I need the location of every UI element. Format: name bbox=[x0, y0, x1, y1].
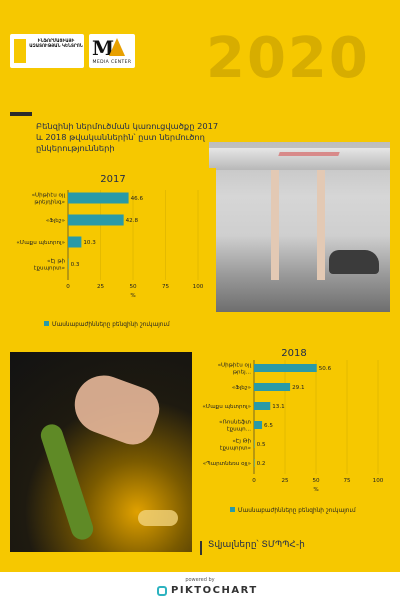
x-tick-label: 75 bbox=[162, 284, 170, 290]
piktochart-brand[interactable]: PIKTOCHART bbox=[171, 585, 258, 596]
x-tick-label: 25 bbox=[97, 284, 105, 290]
bar bbox=[254, 459, 255, 467]
category-label: «Սիթիէս օյլ թրեյ... bbox=[218, 363, 252, 376]
category-label: «Սիթիէս օյլ թրեյդինգ» bbox=[32, 193, 66, 206]
x-tick-label: 25 bbox=[281, 478, 289, 484]
piktochart-icon bbox=[157, 586, 167, 596]
bar bbox=[254, 421, 263, 429]
bar bbox=[68, 192, 129, 204]
chart-2018-panel: 2018 0 25 50 75 100% «Սիթիէս օյլ թրեյ... 50.6 «Ֆլ… bbox=[192, 340, 390, 520]
media-center-label: MEDIA CENTER bbox=[92, 60, 132, 65]
page-title: Բենզինի ներմուծման կառուցվածքը 2017 և 20… bbox=[36, 121, 219, 153]
canopy-pillar bbox=[317, 170, 325, 280]
source-note: Տվյալները՝ ՏՄՊՊՀ-ի bbox=[208, 540, 305, 550]
bar bbox=[254, 440, 255, 448]
chart-title: 2017 bbox=[100, 174, 125, 185]
bar bbox=[254, 402, 271, 410]
media-center-logo: M MEDIA CENTER bbox=[89, 34, 135, 68]
x-tick-label: 100 bbox=[193, 284, 204, 290]
chart-2017: 2017 0 25 50 75 100% «Սիթիէս օյլ թրեյդինգ» 46.6 «… bbox=[16, 174, 204, 328]
category-label: «Ռոսնեֆտ էքսպո... bbox=[219, 420, 251, 433]
bar-value-label: 0.3 bbox=[71, 262, 80, 268]
x-tick-label: 50 bbox=[312, 478, 320, 484]
x-axis-label: % bbox=[130, 293, 135, 299]
infographic: ԻՆՖՈՐՄԱՑԻԱՅԻ ԱԶԱՏՈՒԹՅԱՆ ԿԵՆՏՐՈՆ M MEDIA … bbox=[0, 0, 400, 572]
category-label: «Ֆլեշ» bbox=[46, 218, 65, 224]
legend-swatch bbox=[44, 321, 49, 326]
category-label: «Պարտնեռս օյլ» bbox=[203, 461, 251, 467]
x-tick-label: 0 bbox=[252, 478, 256, 484]
category-label: «Էյ թի էքսպորտ» bbox=[34, 259, 66, 272]
bar bbox=[68, 258, 69, 270]
x-axis-label: % bbox=[313, 487, 318, 493]
canopy-pillar bbox=[271, 170, 279, 280]
bar-value-label: 6.5 bbox=[264, 423, 273, 429]
year-heading: 2020 bbox=[206, 26, 370, 91]
fuel-nozzle-photo bbox=[10, 352, 192, 552]
station-canopy bbox=[209, 148, 390, 170]
x-tick-label: 75 bbox=[343, 478, 351, 484]
car-taillight bbox=[138, 510, 178, 526]
bar-value-label: 13.1 bbox=[272, 404, 285, 410]
chart-2017-panel: 2017 0 25 50 75 100% «Սիթիէս օյլ թրեյդինգ» 46.6 «… bbox=[10, 168, 216, 340]
bar-value-label: 46.6 bbox=[131, 196, 144, 202]
hand bbox=[66, 367, 166, 451]
category-label: «Ֆլեշ» bbox=[232, 385, 251, 391]
bar bbox=[68, 236, 82, 248]
fuel-nozzle bbox=[37, 421, 97, 543]
media-center-triangle-icon bbox=[109, 38, 125, 56]
bar-value-label: 42.8 bbox=[126, 218, 139, 224]
bar bbox=[254, 383, 291, 391]
foi-center-logo: ԻՆՖՈՐՄԱՑԻԱՅԻ ԱԶԱՏՈՒԹՅԱՆ ԿԵՆՏՐՈՆ bbox=[10, 34, 84, 68]
title-accent-bar bbox=[10, 112, 32, 116]
chart-title: 2018 bbox=[281, 348, 306, 359]
x-tick-label: 0 bbox=[66, 284, 70, 290]
x-tick-label: 100 bbox=[373, 478, 384, 484]
foi-logo-text: ԻՆՖՈՐՄԱՑԻԱՅԻ ԱԶԱՏՈՒԹՅԱՆ ԿԵՆՏՐՈՆ bbox=[29, 38, 83, 49]
bar-value-label: 0.5 bbox=[257, 442, 266, 448]
category-label: «Մաքս պետրոլ» bbox=[16, 240, 65, 246]
bar bbox=[68, 214, 124, 226]
bar-value-label: 0.2 bbox=[257, 461, 266, 467]
x-tick-label: 50 bbox=[129, 284, 137, 290]
key-icon bbox=[14, 39, 26, 63]
powered-by-text: powered by bbox=[185, 577, 215, 583]
category-label: «Էյ Թի էքսպորտ» bbox=[220, 439, 252, 452]
media-center-m-icon: M bbox=[92, 36, 115, 60]
footer bbox=[0, 572, 400, 608]
source-accent-bar bbox=[200, 541, 202, 555]
chart-2018: 2018 0 25 50 75 100% «Սիթիէս օյլ թրեյ... 50.6 «Ֆլ… bbox=[202, 348, 384, 514]
car bbox=[329, 250, 379, 274]
bar-value-label: 10.3 bbox=[83, 240, 96, 246]
bar bbox=[254, 364, 317, 372]
canopy-sign bbox=[278, 152, 340, 156]
bar-value-label: 50.6 bbox=[319, 366, 332, 372]
legend-label: Մասնաբաժինները բենզինի շուկայում bbox=[238, 508, 356, 514]
legend-label: Մասնաբաժինները բենզինի շուկայում bbox=[52, 322, 170, 328]
category-label: «Մաքս պետրոլ» bbox=[202, 404, 251, 410]
gas-station-photo bbox=[209, 142, 390, 312]
legend-swatch bbox=[230, 507, 235, 512]
bar-value-label: 29.1 bbox=[292, 385, 305, 391]
